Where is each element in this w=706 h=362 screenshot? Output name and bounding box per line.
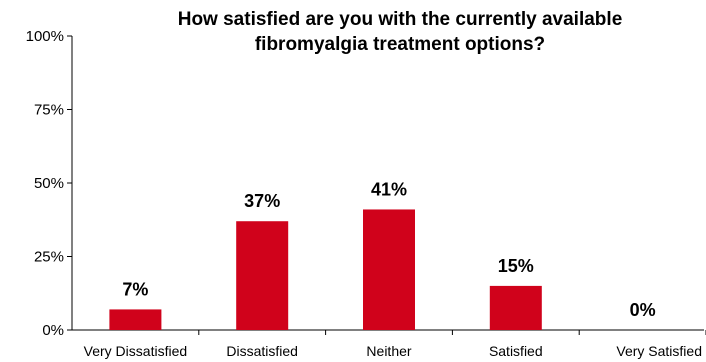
chart-title-line-1: How satisfied are you with the currently… (178, 9, 623, 30)
chart-labels: 7% Very Dissatisfied 37% Dissatisfied 41% Nei… (84, 179, 702, 359)
chart-title-line-2: fibromyalgia treatment options? (255, 34, 545, 55)
category-label: Very Dissatisfied (84, 343, 187, 359)
category-label: Very Satisfied (616, 343, 702, 359)
bar (236, 221, 289, 330)
bar (363, 209, 415, 330)
data-label: 0% (630, 300, 656, 320)
bar (109, 309, 162, 330)
data-label: 7% (122, 279, 148, 299)
data-label: 37% (244, 191, 280, 211)
y-tick-label: 100% (26, 28, 64, 45)
y-tick-label: 25% (34, 249, 64, 266)
y-tick-label: 0% (42, 322, 64, 339)
data-label: 15% (498, 256, 534, 276)
category-label: Satisfied (489, 343, 543, 359)
chart-bars (109, 209, 542, 330)
y-tick-label: 50% (34, 175, 64, 192)
bar (489, 285, 542, 330)
y-tick-label: 75% (34, 102, 64, 119)
data-label: 41% (371, 179, 407, 199)
category-label: Neither (366, 343, 411, 359)
chart-axes: 0% 25% 50% 75% 100% (26, 28, 706, 339)
category-label: Dissatisfied (226, 343, 298, 359)
